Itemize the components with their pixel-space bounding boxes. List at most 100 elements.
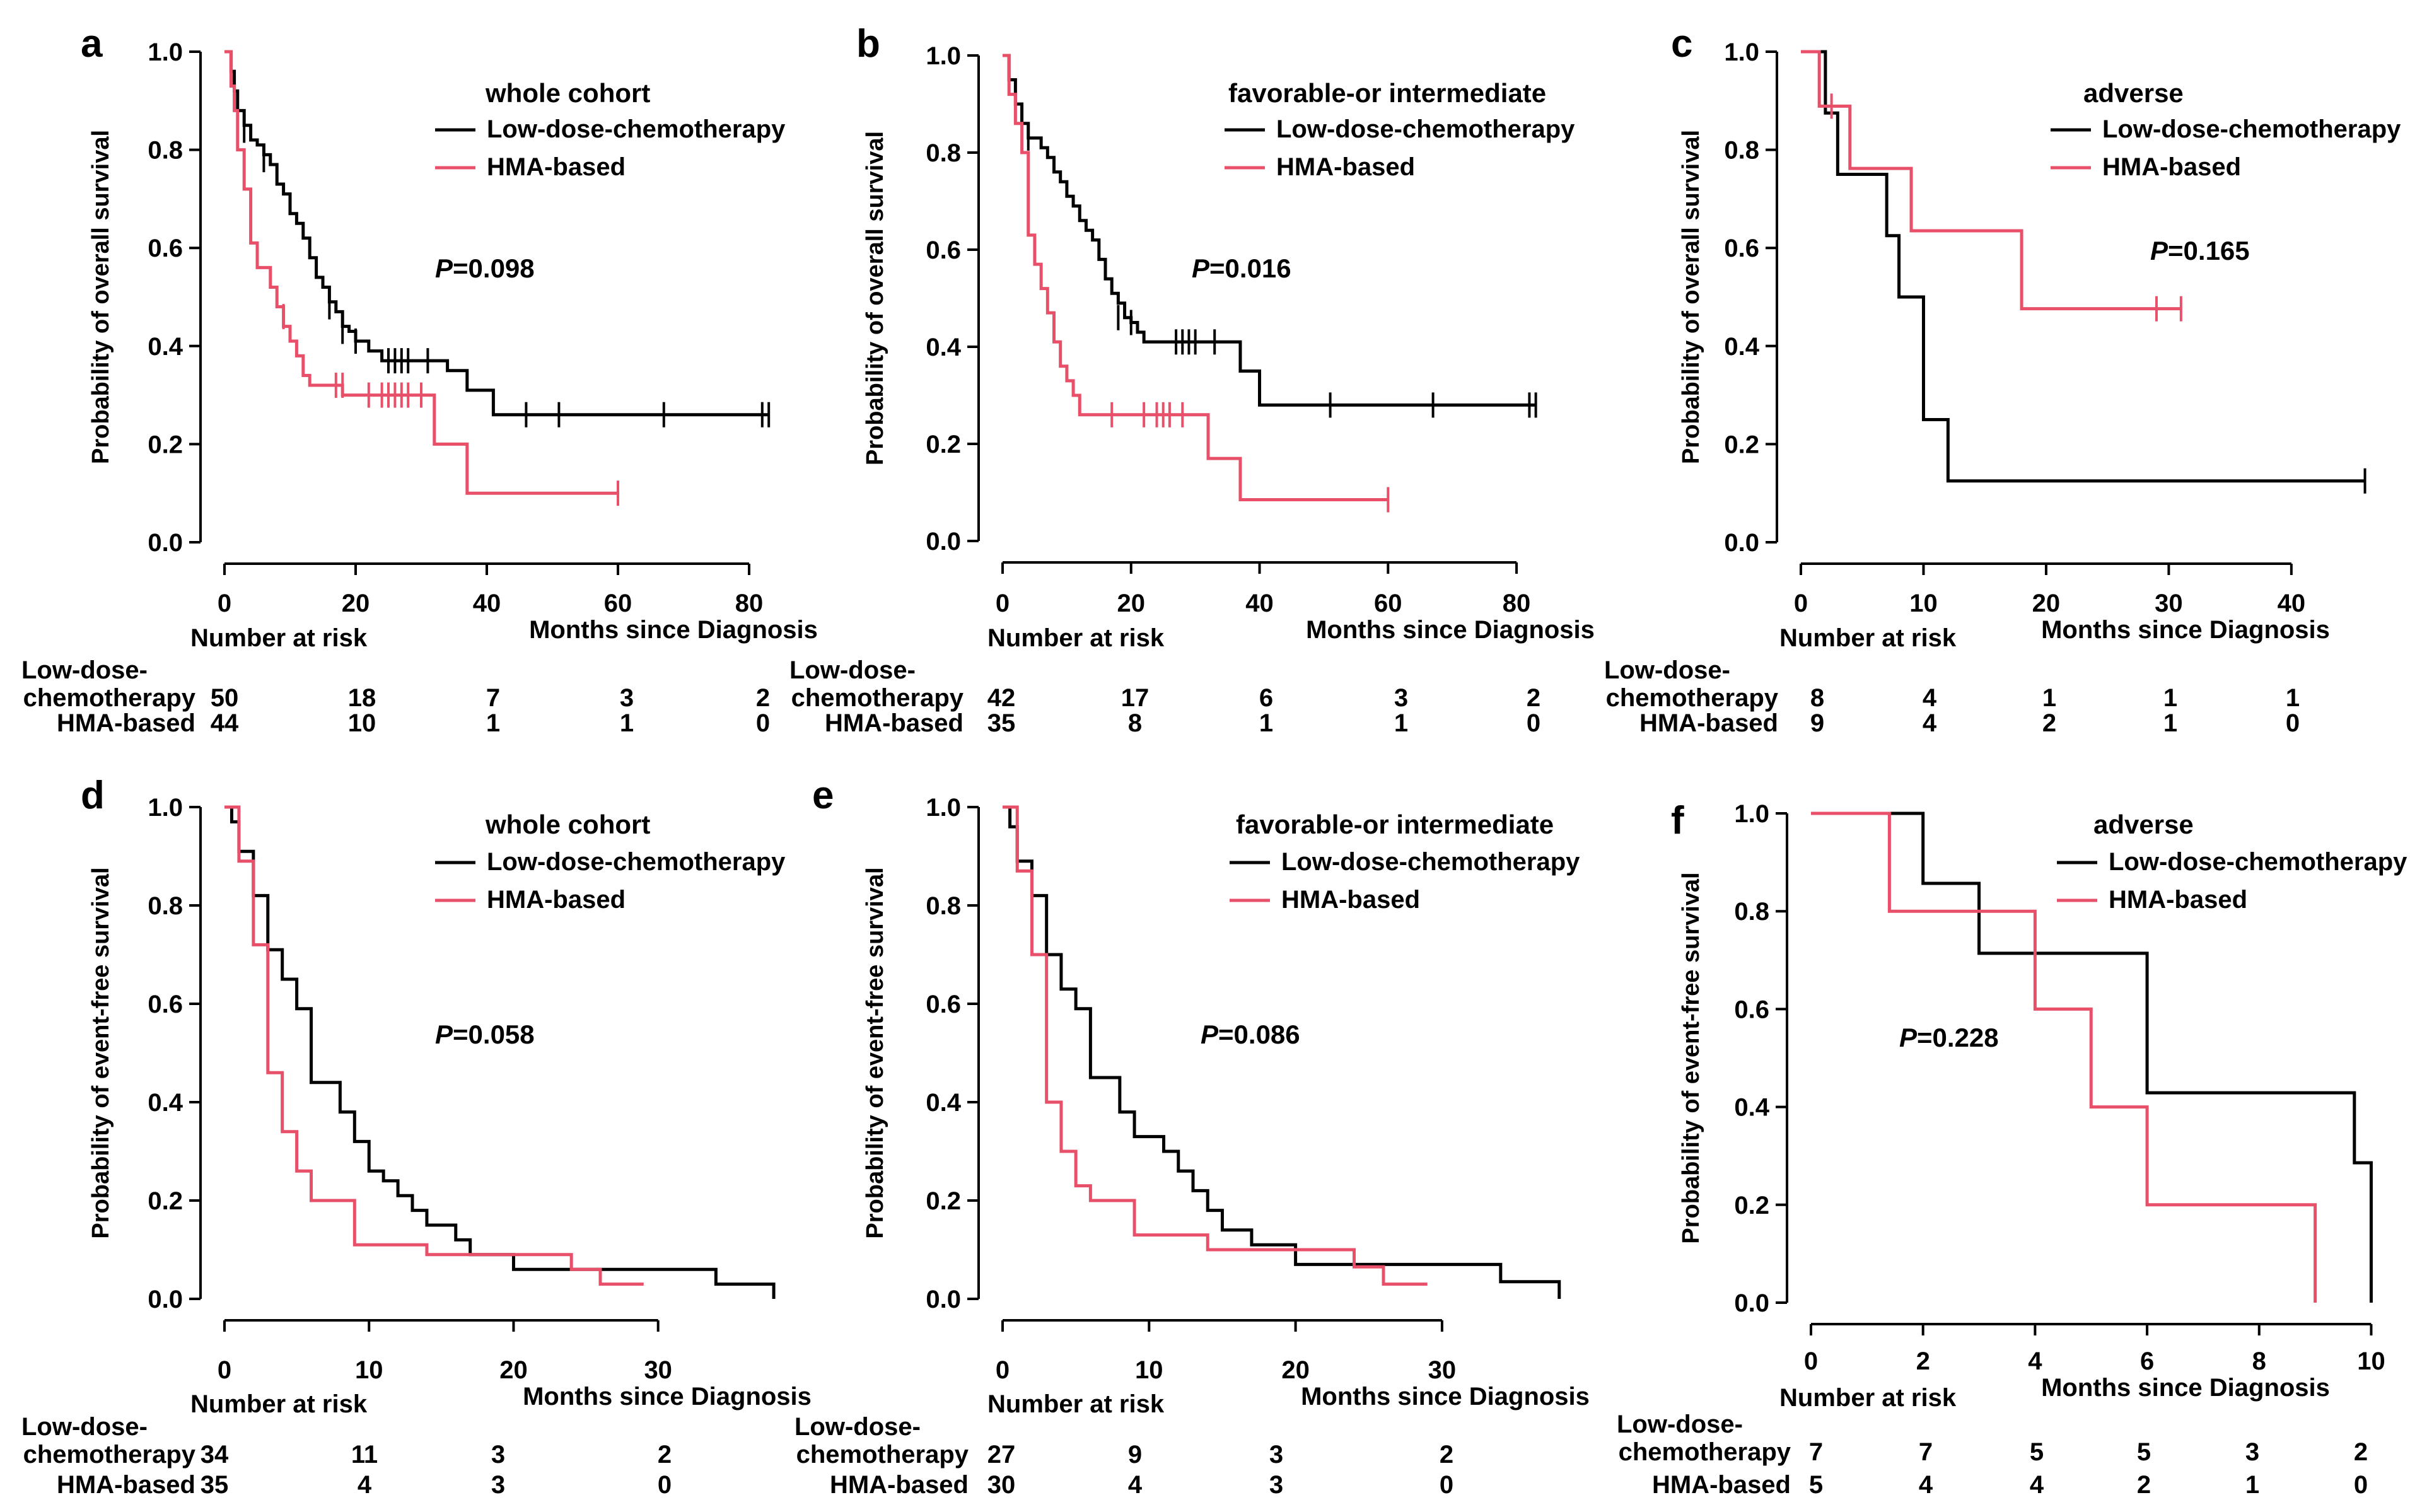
number-at-risk-label: Number at risk <box>987 624 1165 652</box>
number-at-risk-label: Number at risk <box>190 1390 368 1418</box>
risk-count-ldc: 6 <box>1259 684 1273 712</box>
risk-row-label-ldc: chemotherapy <box>1606 684 1779 712</box>
km-curve-low-dose-chemotherapy <box>1811 811 2373 1303</box>
risk-row-label-ldc: chemotherapy <box>1619 1438 1791 1466</box>
y-tick-label: 0.2 <box>926 1187 961 1215</box>
x-axis-label: Months since Diagnosis <box>1301 1383 1590 1410</box>
y-tick-label: 0.2 <box>1734 1192 1769 1219</box>
y-tick-label: 1.0 <box>1724 38 1759 66</box>
risk-count-hma: 5 <box>1809 1471 1823 1499</box>
risk-count-hma: 1 <box>1259 709 1273 737</box>
risk-count-ldc: 3 <box>491 1441 505 1468</box>
risk-row-label-ldc: Low-dose- <box>795 1413 921 1441</box>
legend-label: HMA-based <box>487 153 626 181</box>
risk-row-label-ldc: Low-dose- <box>1604 656 1730 684</box>
y-axis-label: Probability of overall survival <box>1678 130 1704 464</box>
y-tick-label: 0.8 <box>926 139 961 167</box>
risk-row-label-ldc: Low-dose- <box>1617 1410 1743 1438</box>
risk-count-hma: 1 <box>2163 709 2177 737</box>
y-tick-label: 0.4 <box>926 1089 961 1117</box>
risk-count-hma: 35 <box>201 1471 229 1499</box>
risk-count-ldc: 9 <box>1128 1441 1142 1468</box>
y-tick-label: 1.0 <box>1734 800 1769 828</box>
legend-label: HMA-based <box>487 886 626 914</box>
risk-count-ldc: 7 <box>486 684 500 712</box>
y-axis-label: Probability of event-free survival <box>1678 872 1704 1243</box>
risk-count-ldc: 3 <box>1269 1441 1283 1468</box>
y-tick-label: 0.0 <box>148 1286 183 1313</box>
y-axis-label: Probability of event-free survival <box>88 867 114 1238</box>
p-value-number: =0.058 <box>453 1020 535 1049</box>
p-value-symbol: P <box>1899 1023 1918 1052</box>
risk-count-ldc: 7 <box>1919 1438 1933 1466</box>
risk-row-label-hma: HMA-based <box>1639 709 1778 737</box>
y-tick-label: 0.0 <box>926 528 961 555</box>
p-value: P=0.058 <box>435 1020 535 1049</box>
risk-count-ldc: 3 <box>2245 1438 2259 1466</box>
risk-row-label-hma: HMA-based <box>825 709 963 737</box>
km-curve-low-dose-chemotherapy <box>224 805 776 1299</box>
x-tick-label: 30 <box>2155 590 2183 617</box>
y-tick-label: 1.0 <box>148 38 183 66</box>
panel-label: b <box>856 22 880 66</box>
km-curve-low-dose-chemotherapy <box>1003 805 1561 1299</box>
y-tick-label: 0.6 <box>148 991 183 1018</box>
y-tick-label: 0.6 <box>926 236 961 264</box>
y-tick-label: 0.6 <box>1734 996 1769 1023</box>
risk-count-hma: 2 <box>2137 1471 2151 1499</box>
x-tick-label: 40 <box>473 590 501 617</box>
risk-row-label-ldc: chemotherapy <box>796 1441 969 1468</box>
risk-count-ldc: 8 <box>1810 684 1824 712</box>
y-tick-label: 0.4 <box>926 334 961 361</box>
risk-count-hma: 35 <box>987 709 1016 737</box>
x-tick-label: 10 <box>2357 1347 2385 1375</box>
risk-count-hma: 1 <box>620 709 634 737</box>
y-tick-label: 0.2 <box>148 431 183 458</box>
y-tick-label: 0.0 <box>148 529 183 557</box>
x-tick-label: 30 <box>1428 1356 1457 1384</box>
risk-count-hma: 1 <box>486 709 500 737</box>
y-tick-label: 0.0 <box>1724 529 1759 557</box>
number-at-risk-label: Number at risk <box>1779 1384 1957 1412</box>
risk-count-ldc: 42 <box>987 684 1016 712</box>
panel-a: a0.00.20.40.60.81.00 20 40 60 80Probability … <box>21 22 818 737</box>
panel-b: b0.00.20.40.60.81.00 20 40 60 80Probability … <box>789 22 1595 737</box>
panel-title: whole cohort <box>485 810 650 839</box>
risk-row-label-ldc: Low-dose- <box>21 1413 148 1441</box>
panel-label: f <box>1671 799 1684 842</box>
x-axis-label: Months since Diagnosis <box>1306 616 1595 644</box>
p-value-symbol: P <box>1192 253 1210 283</box>
risk-count-hma: 4 <box>1923 709 1937 737</box>
risk-row-label-ldc: chemotherapy <box>791 684 964 712</box>
p-value: P=0.098 <box>435 253 535 283</box>
x-tick-label: 0 <box>218 590 231 617</box>
y-tick-label: 0.2 <box>1724 431 1759 458</box>
risk-count-ldc: 4 <box>1923 684 1937 712</box>
panel-title: adverse <box>2093 810 2194 839</box>
legend-label: Low-dose-chemotherapy <box>1281 848 1580 876</box>
risk-count-hma: 4 <box>1919 1471 1933 1499</box>
y-tick-label: 0.4 <box>1724 333 1759 361</box>
risk-count-hma: 1 <box>2245 1471 2259 1499</box>
y-tick-label: 0.0 <box>1734 1289 1769 1317</box>
legend-label: HMA-based <box>1281 886 1420 914</box>
y-tick-label: 1.0 <box>148 794 183 822</box>
x-tick-label: 0 <box>996 1356 1010 1384</box>
risk-count-ldc: 3 <box>620 684 634 712</box>
y-tick-label: 1.0 <box>926 42 961 70</box>
risk-count-ldc: 27 <box>987 1441 1016 1468</box>
number-at-risk-label: Number at risk <box>190 624 368 652</box>
y-tick-label: 0.8 <box>148 892 183 920</box>
p-value-symbol: P <box>1201 1020 1219 1049</box>
risk-count-ldc: 5 <box>2030 1438 2044 1466</box>
x-tick-label: 2 <box>1916 1347 1930 1375</box>
risk-count-hma: 8 <box>1128 709 1142 737</box>
panel-label: c <box>1671 22 1692 66</box>
risk-count-hma: 0 <box>756 709 770 737</box>
risk-count-hma: 0 <box>2354 1471 2368 1499</box>
km-curve-hma-based <box>1811 811 2317 1303</box>
p-value-number: =0.086 <box>1218 1020 1300 1049</box>
km-curve-low-dose-chemotherapy <box>1801 50 2365 483</box>
p-value-symbol: P <box>2150 236 2168 265</box>
